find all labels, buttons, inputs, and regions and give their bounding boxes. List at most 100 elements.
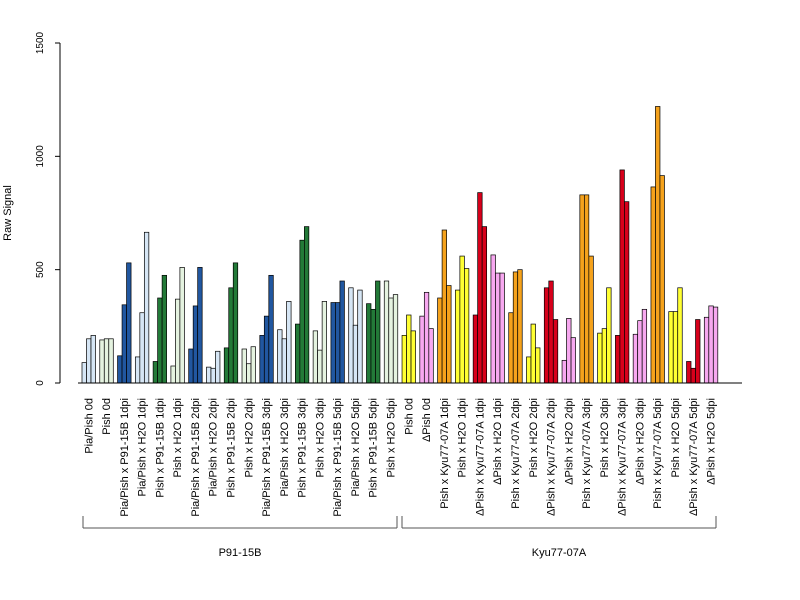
y-tick-label: 0 xyxy=(35,380,46,386)
bar xyxy=(446,285,452,384)
bar xyxy=(241,348,247,384)
x-tick-label: ΔPish x H2O 3dpi xyxy=(634,398,646,485)
bar xyxy=(268,274,274,384)
x-tick-label: Pish x Kyu77-07A 5dpi xyxy=(652,398,664,509)
bar xyxy=(317,349,323,384)
bar xyxy=(339,280,345,384)
x-tick-label: Pia/Pish x P91-15B 3dpi xyxy=(261,398,273,517)
bar xyxy=(108,338,114,384)
x-tick-label: Pia/Pish x P91-15B 2dpi xyxy=(190,398,202,517)
bar xyxy=(495,272,501,384)
bar xyxy=(348,287,354,384)
bar xyxy=(579,194,585,384)
bar xyxy=(597,332,603,384)
bar xyxy=(490,254,496,384)
x-tick-label: Pish x P91-15B 1dpi xyxy=(154,398,166,498)
bar xyxy=(566,318,572,384)
bar xyxy=(117,355,123,384)
bar xyxy=(624,201,630,384)
y-axis: 0 500 1000 1500 xyxy=(35,31,61,386)
bar xyxy=(659,175,665,384)
bar xyxy=(152,361,158,384)
bar xyxy=(672,311,679,384)
bar xyxy=(406,314,412,384)
bar xyxy=(366,303,372,384)
bar xyxy=(615,335,621,384)
bar xyxy=(388,297,394,384)
bar xyxy=(499,272,505,384)
bar xyxy=(295,323,301,384)
bar xyxy=(99,339,105,384)
x-tick-label: Pish x P91-15B 3dpi xyxy=(297,398,309,498)
bar xyxy=(312,330,318,384)
bar xyxy=(81,362,87,384)
x-tick-label: Pish x Kyu77-07A 3dpi xyxy=(581,398,593,509)
bar xyxy=(441,229,447,384)
group-brackets: P91-15B Kyu77-07A xyxy=(82,516,717,559)
bar xyxy=(188,348,194,384)
bar xyxy=(223,347,230,384)
bar xyxy=(481,226,488,384)
y-tick-label: 1000 xyxy=(35,145,46,168)
x-tick-label: Pia/Pish x H2O 3dpi xyxy=(279,398,291,496)
bar xyxy=(401,335,407,384)
bar xyxy=(321,301,327,384)
group-label: P91-15B xyxy=(219,547,262,559)
x-tick-label: Pish x H2O 5dpi xyxy=(386,398,398,477)
x-tick-label: ΔPish x Kyu77-07A 2dpi xyxy=(546,398,558,516)
bar xyxy=(423,291,430,384)
bar xyxy=(459,255,465,384)
bar xyxy=(126,262,132,384)
bar xyxy=(455,289,461,384)
bar xyxy=(530,323,536,384)
bar xyxy=(677,287,683,384)
bar xyxy=(668,311,674,384)
x-tick-label: Pish x H2O 5dpi xyxy=(670,398,682,477)
bar xyxy=(472,314,479,384)
x-tick-label: Pia/Pish x P91-15B 1dpi xyxy=(119,398,131,517)
x-tick-label: Pish 0d xyxy=(403,398,415,435)
bar xyxy=(352,324,359,384)
x-tick-label: Pish x Kyu77-07A 2dpi xyxy=(510,398,522,509)
bar xyxy=(157,297,163,384)
bar xyxy=(277,329,283,384)
bar xyxy=(637,320,643,384)
bar xyxy=(512,271,519,384)
bar xyxy=(419,315,425,384)
bar xyxy=(583,194,590,384)
bar xyxy=(170,365,176,384)
bar xyxy=(619,169,625,384)
bar xyxy=(246,363,252,384)
bar xyxy=(370,308,376,384)
x-tick-label: Pish x P91-15B 2dpi xyxy=(225,398,237,498)
x-tick-label: ΔPish x Kyu77-07A 5dpi xyxy=(688,398,700,516)
y-tick-label: 500 xyxy=(35,261,46,278)
bar xyxy=(588,255,594,384)
x-tick-label: ΔPish x H2O 2dpi xyxy=(563,398,575,485)
bar xyxy=(299,239,305,384)
y-axis-title: Raw Signal xyxy=(2,185,14,241)
bar xyxy=(606,287,612,384)
bar xyxy=(686,361,692,384)
bar xyxy=(161,274,167,384)
bar xyxy=(464,268,470,384)
bar xyxy=(143,231,150,384)
bar xyxy=(410,330,416,384)
bar xyxy=(508,312,514,384)
x-tick-label: ΔPish x Kyu77-07A 1dpi xyxy=(474,398,486,516)
bar xyxy=(335,302,341,384)
bar xyxy=(90,335,96,384)
bar xyxy=(121,304,127,384)
bar xyxy=(548,280,554,384)
bar xyxy=(601,328,607,384)
x-tick-label: Pish x H2O 3dpi xyxy=(314,398,326,477)
x-tick-label: Pia/Pish 0d xyxy=(83,398,95,454)
x-tick-label: Pia/Pish x H2O 2dpi xyxy=(208,398,220,496)
bar xyxy=(139,312,145,384)
bar xyxy=(552,319,559,384)
bar xyxy=(259,335,265,384)
bar xyxy=(641,308,648,384)
bar xyxy=(712,306,719,384)
bar xyxy=(179,267,185,384)
